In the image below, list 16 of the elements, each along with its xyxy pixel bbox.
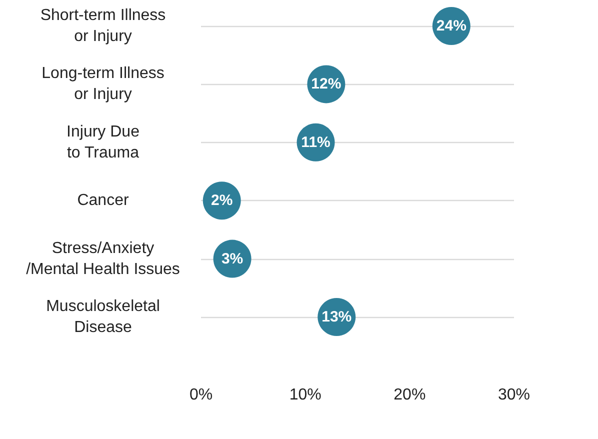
x-tick-label: 0% <box>189 386 213 404</box>
y-tick-label: Long-term Illness or Injury <box>42 65 164 104</box>
data-label: 3% <box>221 250 244 268</box>
y-tick-label: Injury Due to Trauma <box>66 123 140 162</box>
y-tick-label: Musculoskeletal Disease <box>46 298 160 336</box>
y-tick-label: Short-term Illness or Injury <box>40 7 166 45</box>
y-tick-label: Stress/Anxiety /Mental Health Issues <box>26 240 180 278</box>
data-label: 2% <box>211 192 233 210</box>
data-label: 12% <box>311 76 342 93</box>
data-label: 24% <box>436 18 466 34</box>
x-tick-label: 20% <box>394 386 426 404</box>
data-label: 13% <box>322 308 352 326</box>
data-label: 11% <box>301 134 330 151</box>
y-tick-label: Cancer <box>77 192 130 210</box>
x-tick-label: 10% <box>289 386 322 404</box>
x-tick-label: 30% <box>498 386 530 404</box>
